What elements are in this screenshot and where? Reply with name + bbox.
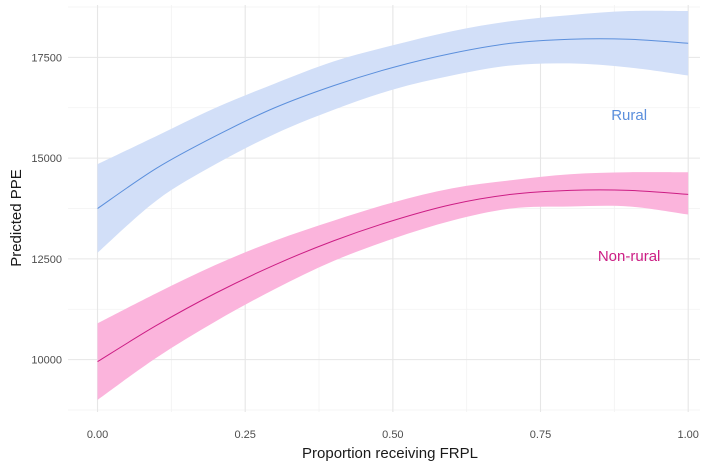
y-tick-label: 12500: [31, 254, 62, 266]
non-rural-confidence-band: [97, 172, 689, 400]
x-tick-label: 0.00: [87, 429, 108, 441]
confidence-bands: [97, 10, 689, 400]
series-lines: [97, 38, 689, 363]
x-tick-label: 0.75: [530, 429, 551, 441]
series-labels: Rural Non-rural: [598, 107, 661, 265]
rural-confidence-band: [97, 10, 689, 253]
non-rural-line: [97, 189, 689, 363]
y-axis-title: Predicted PPE: [8, 169, 25, 267]
non-rural-label: Non-rural: [598, 248, 661, 265]
x-tick-label: 0.25: [234, 429, 255, 441]
y-tick-label: 10000: [31, 355, 62, 367]
y-tick-label: 15000: [31, 153, 62, 165]
x-axis-ticks: 0.00 0.25 0.50 0.75 1.00: [87, 429, 699, 441]
y-axis-ticks: 10000 12500 15000 17500: [31, 52, 62, 366]
rural-line: [97, 38, 689, 209]
y-tick-label: 17500: [31, 52, 62, 64]
x-tick-label: 0.50: [382, 429, 403, 441]
x-axis-title: Proportion receiving FRPL: [302, 445, 478, 462]
x-tick-label: 1.00: [677, 429, 698, 441]
rural-label: Rural: [611, 107, 647, 124]
